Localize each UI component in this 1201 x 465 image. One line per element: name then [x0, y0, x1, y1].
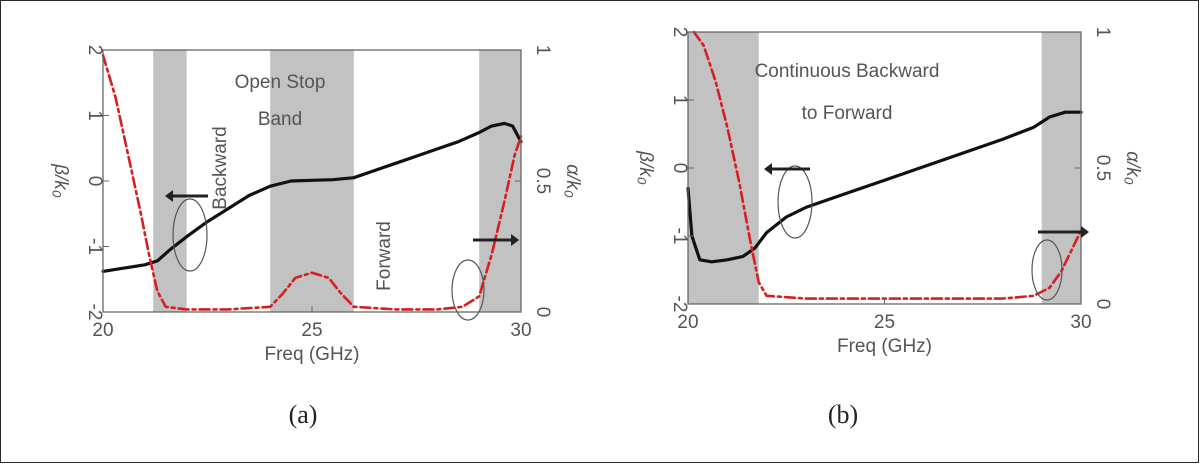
chart-panel-b: 20 25 30 -2 -1 0 1 2 0 0.5 1 Freq (GHz) β/k₀ α/k₀ Cont… — [600, 22, 1185, 392]
x-tick-label-b-1: 25 — [874, 312, 895, 333]
y-left-axis-label-b: β/k₀ — [635, 150, 656, 185]
y-left-tick-label-b-3: 1 — [669, 95, 690, 106]
axis-indicator-arrowhead-a-0 — [165, 190, 173, 202]
annotation-b-1: to Forward — [802, 103, 893, 124]
y-left-tick-label-b-0: -2 — [669, 296, 690, 313]
y-right-tick-label-b-2: 1 — [1092, 27, 1113, 38]
annotation-a-2: Backward — [210, 126, 231, 209]
axis-indicator-ellipse-b-0 — [777, 165, 813, 239]
x-tick-label-a-1: 25 — [301, 320, 322, 341]
shaded-band-a-0 — [153, 50, 187, 312]
y-left-tick-label-a-1: -1 — [84, 238, 105, 255]
annotation-b-0: Continuous Backward — [755, 61, 940, 82]
y-right-tick-label-a-0: 0 — [532, 307, 553, 318]
series-line-a-left — [101, 121, 523, 273]
axis-indicator-arrowhead-a-1 — [511, 234, 519, 246]
chart-panel-a: 20 25 30 -2 -1 0 1 2 0 0.5 1 Freq (GHz) β/k₀ α/k₀ Open… — [8, 28, 588, 388]
x-tick-label-a-0: 20 — [92, 320, 113, 341]
axis-indicator-ellipse-a-0 — [172, 198, 208, 272]
series-line-b-left — [686, 110, 1083, 264]
y-left-tick-label-a-0: -2 — [84, 304, 105, 321]
y-right-tick-label-b-1: 0.5 — [1092, 155, 1113, 181]
shaded-band-b-0 — [688, 32, 759, 304]
axis-indicator-arrowhead-b-1 — [1081, 226, 1089, 238]
y-left-tick-label-b-1: -1 — [669, 228, 690, 245]
y-right-axis-label-b: α/k₀ — [1122, 151, 1143, 185]
x-axis-label-a: Freq (GHz) — [265, 344, 360, 365]
caption-a: (a) — [288, 400, 318, 429]
x-tick-label-b-2: 30 — [1070, 312, 1091, 333]
series-line-a-right — [101, 53, 523, 311]
annotation-a-0: Open Stop — [235, 72, 326, 93]
x-axis-label-b: Freq (GHz) — [837, 336, 932, 357]
caption-b: (b) — [827, 400, 859, 429]
x-tick-label-b-0: 20 — [677, 312, 698, 333]
y-left-tick-label-b-4: 2 — [669, 27, 690, 38]
y-left-tick-label-a-3: 1 — [84, 110, 105, 121]
y-right-tick-label-b-0: 0 — [1092, 299, 1113, 310]
y-left-tick-label-a-2: 0 — [84, 176, 105, 187]
axis-indicator-ellipse-b-1 — [1031, 239, 1063, 301]
annotation-a-1: Band — [258, 109, 302, 130]
shaded-band-a-2 — [479, 50, 521, 312]
axis-indicator-ellipse-a-1 — [451, 259, 485, 321]
x-tick-label-a-2: 30 — [510, 320, 531, 341]
annotation-a-3: Forward — [374, 221, 395, 291]
y-right-axis-label-a: α/k₀ — [562, 164, 583, 198]
y-right-tick-label-a-2: 1 — [532, 45, 553, 56]
series-line-b-right — [692, 30, 1083, 300]
y-left-axis-label-a: β/k₀ — [50, 163, 71, 198]
y-right-tick-label-a-1: 0.5 — [532, 168, 553, 194]
y-left-tick-label-b-2: 0 — [669, 163, 690, 174]
y-left-tick-label-a-4: 2 — [84, 45, 105, 56]
axis-indicator-arrowhead-b-0 — [764, 163, 772, 175]
